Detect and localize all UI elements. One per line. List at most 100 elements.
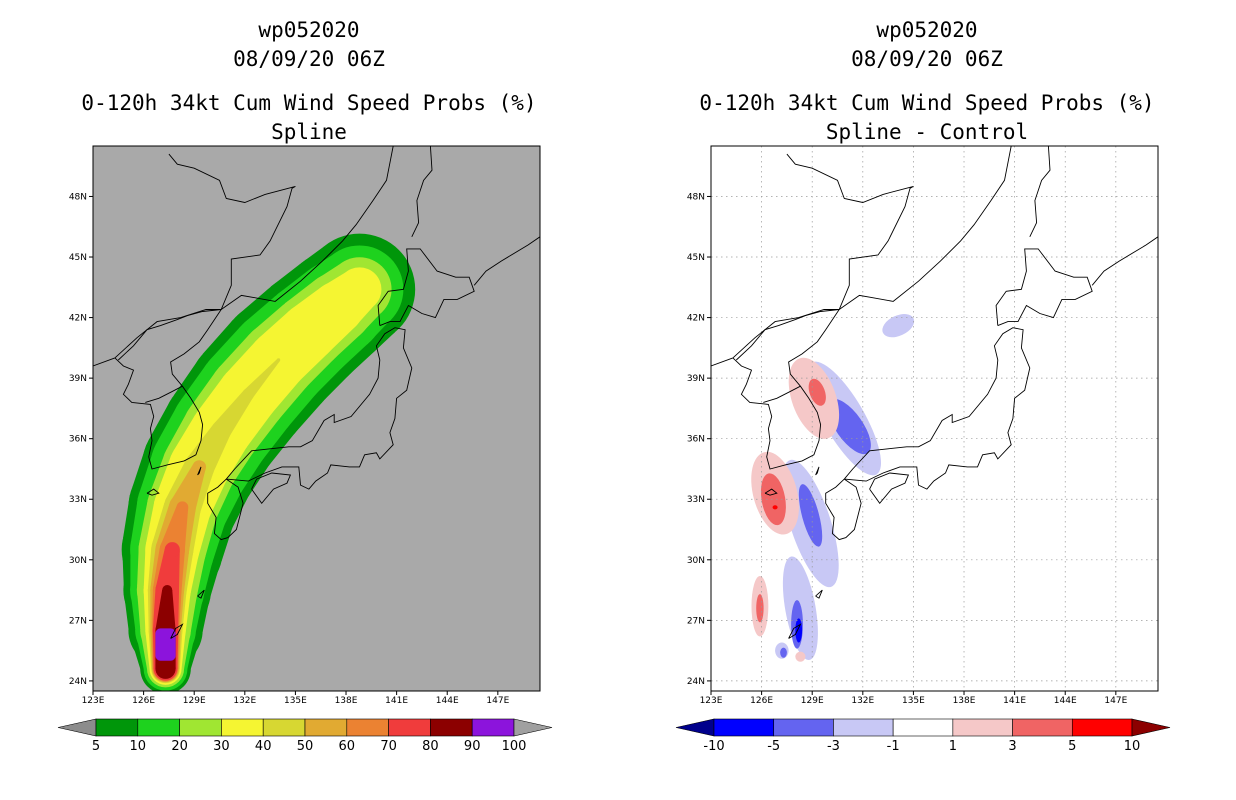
panel-subtitle: Spline xyxy=(271,120,347,144)
dmz xyxy=(145,385,183,403)
prob-contour-60 xyxy=(159,505,189,553)
x-tick-label: 147E xyxy=(1104,696,1127,706)
x-tick-label: 126E xyxy=(750,696,773,706)
honshu-coast xyxy=(843,327,1031,490)
prob-contour-100 xyxy=(155,628,176,661)
amami-coast xyxy=(815,589,823,599)
colorbar-box xyxy=(471,718,515,737)
colorbar-label: 5 xyxy=(1068,739,1076,754)
prob-contour-80 xyxy=(155,589,176,631)
kyushu-coast xyxy=(825,478,862,541)
init-time: 08/09/20 06Z xyxy=(233,47,385,71)
map-frame-outline xyxy=(710,145,1159,692)
prob-contour-30 xyxy=(337,267,382,312)
axes: 123E 126E 129E 132E 135E 138E 141E 144E 147E 24N 2… xyxy=(69,145,541,706)
y-tick-label: 42N xyxy=(69,314,87,324)
colorbar-under-arrow xyxy=(675,718,715,737)
probability-map: 123E 126E 129E 132E 135E 138E 141E 144E 147E 24N 2… xyxy=(57,145,553,754)
colorbar-label: 20 xyxy=(171,739,188,754)
x-tick-label: 126E xyxy=(132,696,155,706)
x-tick-label: 132E xyxy=(851,696,874,706)
jeju-coast xyxy=(764,488,778,496)
colorbar-over-arrow xyxy=(513,718,553,737)
product-title: 0-120h 34kt Cum Wind Speed Probs (%) xyxy=(699,91,1155,115)
positive-anomaly xyxy=(760,473,786,526)
x-tick-label: 138E xyxy=(335,696,358,706)
x-tick-label: 132E xyxy=(233,696,256,706)
y-tick-label: 45N xyxy=(687,253,705,263)
right-panel: wp052020 08/09/20 06Z 0-120h 34kt Cum Wi… xyxy=(618,0,1236,800)
y-tick-label: 45N xyxy=(69,253,87,263)
panel-subtitle: Spline - Control xyxy=(825,120,1029,144)
y-tick-label: 30N xyxy=(687,556,705,566)
colorbar-box xyxy=(952,718,1013,737)
storm-id: wp052020 xyxy=(258,18,360,42)
colorbar-box xyxy=(304,718,348,737)
colorbar-under-arrow xyxy=(57,718,97,737)
colorbar-label: 80 xyxy=(422,739,439,754)
colorbar-label: 90 xyxy=(464,739,481,754)
x-tick-label: 135E xyxy=(284,696,307,706)
product-title: 0-120h 34kt Cum Wind Speed Probs (%) xyxy=(81,91,537,115)
colorbar-box xyxy=(137,718,180,737)
colorbar-label: -3 xyxy=(827,739,840,754)
y-tick-label: 33N xyxy=(69,495,87,505)
prob-contour-40 xyxy=(243,358,280,399)
colorbar-label: -10 xyxy=(703,739,724,754)
y-tick-label: 27N xyxy=(687,616,705,626)
colorbar-label: 3 xyxy=(1008,739,1016,754)
y-tick-label: 36N xyxy=(69,435,87,445)
colorbar: 5 10 20 30 40 50 60 70 80 90 100 xyxy=(57,718,553,754)
y-tick-label: 24N xyxy=(69,677,87,687)
y-tick-label: 30N xyxy=(69,556,87,566)
y-tick-label: 36N xyxy=(687,435,705,445)
colorbar-box xyxy=(773,718,834,737)
honshu-coast xyxy=(225,327,413,490)
y-tick-label: 24N xyxy=(687,677,705,687)
tsushima-coast xyxy=(815,466,820,476)
map-background xyxy=(711,146,1158,691)
colorbar-box xyxy=(346,718,389,737)
shikoku-coast xyxy=(251,472,292,505)
x-tick-label: 123E xyxy=(700,696,723,706)
hokkaido-coast xyxy=(995,248,1093,327)
okinawa-coast xyxy=(170,623,184,639)
colorbar-box xyxy=(430,718,473,737)
dmz xyxy=(763,385,801,403)
x-tick-label: 144E xyxy=(1054,696,1077,706)
colorbar-box xyxy=(1012,718,1073,737)
kuril-coast xyxy=(473,236,540,286)
colorbar-label: 10 xyxy=(1124,739,1141,754)
hokkaido-coast xyxy=(377,248,475,327)
probability-swath xyxy=(121,233,416,691)
prob-contour-40 xyxy=(213,390,253,437)
x-tick-label: 144E xyxy=(436,696,459,706)
kuril-coast xyxy=(1091,236,1158,286)
prob-contour-50 xyxy=(169,464,206,513)
y-tick-label: 27N xyxy=(69,616,87,626)
colorbar-label: 60 xyxy=(339,739,356,754)
difference-map: 123E 126E 129E 132E 135E 138E 141E 144E 147E 24N 2… xyxy=(675,145,1171,754)
china-coast xyxy=(711,357,734,367)
y-tick-label: 48N xyxy=(69,192,87,202)
colorbar-over-arrow xyxy=(1131,718,1171,737)
coastlines xyxy=(93,146,540,639)
colorbar-box xyxy=(892,718,954,737)
prob-contour-70 xyxy=(164,542,180,558)
tsushima-coast xyxy=(197,466,202,476)
jeju-coast xyxy=(146,488,160,496)
y-tick-label: 33N xyxy=(687,495,705,505)
prob-contour-50 xyxy=(192,460,207,474)
sakhalin-coast xyxy=(1029,146,1051,237)
colorbar-box xyxy=(1071,718,1133,737)
x-tick-label: 135E xyxy=(902,696,925,706)
y-tick-label: 39N xyxy=(687,374,705,384)
x-tick-label: 141E xyxy=(1003,696,1026,706)
positive-anomaly xyxy=(756,594,764,623)
colorbar-label: 1 xyxy=(949,739,957,754)
positive-anomaly xyxy=(808,378,826,406)
kyushu-coast xyxy=(207,478,244,541)
prob-contour-60 xyxy=(176,501,189,514)
colorbar-label: 40 xyxy=(255,739,272,754)
sakhalin-coast xyxy=(411,146,433,237)
